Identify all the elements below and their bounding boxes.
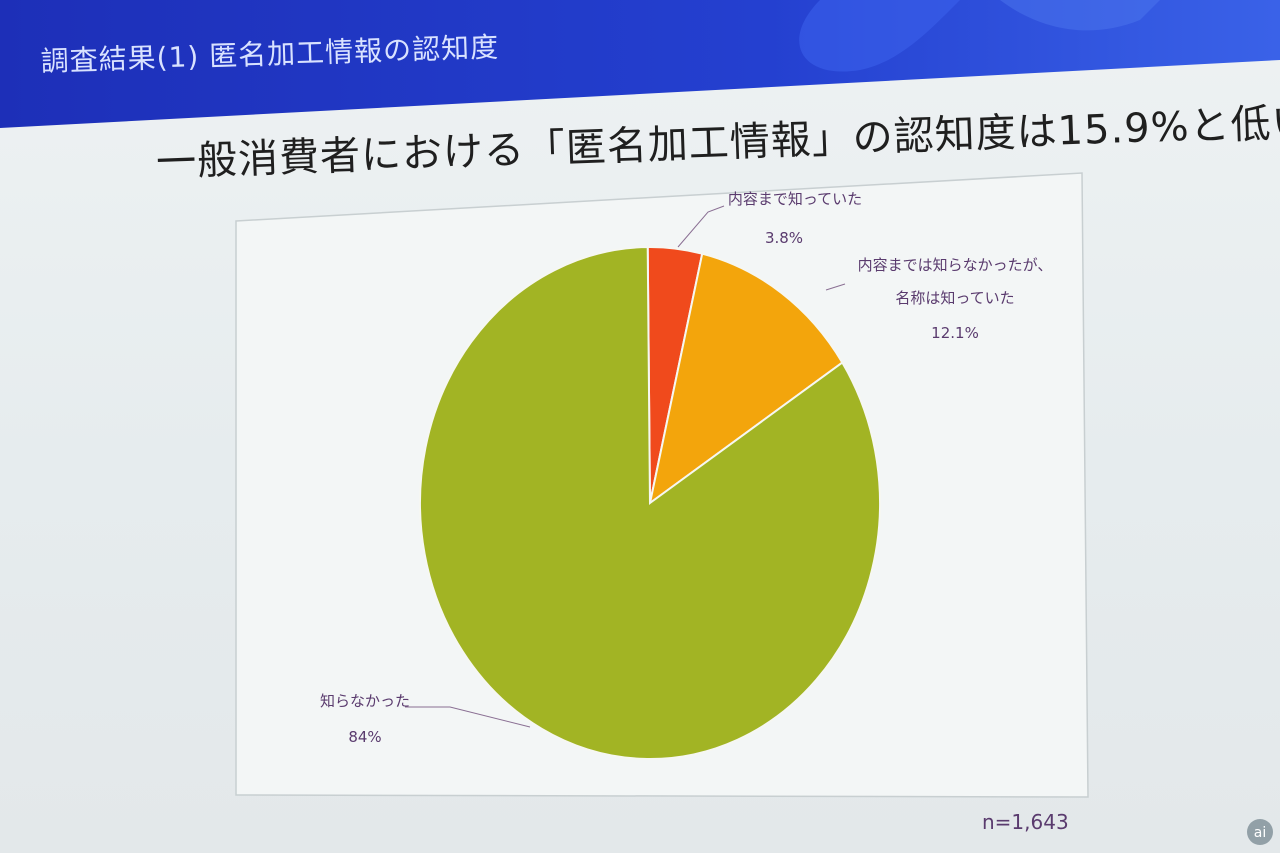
leader-line	[825, 283, 846, 291]
svg-text:ai: ai	[1254, 825, 1266, 841]
slice-category-label: 知らなかった	[320, 692, 410, 710]
leader-line	[405, 706, 531, 728]
slice-category-label: 内容までは知らなかったが、	[858, 256, 1053, 274]
sample-size-label: n=1,643	[982, 810, 1069, 834]
ai-logo-icon: ai	[1247, 819, 1273, 845]
pie-slice	[419, 245, 881, 760]
slice-category-label: 名称は知っていた	[895, 289, 1014, 307]
slice-category-label: 内容まで知っていた	[728, 190, 862, 208]
slice-value-label: 84%	[348, 728, 381, 746]
pie-slice	[648, 252, 844, 506]
header-band	[0, 0, 1280, 128]
slice-value-label: 12.1%	[931, 324, 979, 342]
slice-value-label: 3.8%	[765, 229, 803, 247]
leader-line	[677, 205, 725, 248]
